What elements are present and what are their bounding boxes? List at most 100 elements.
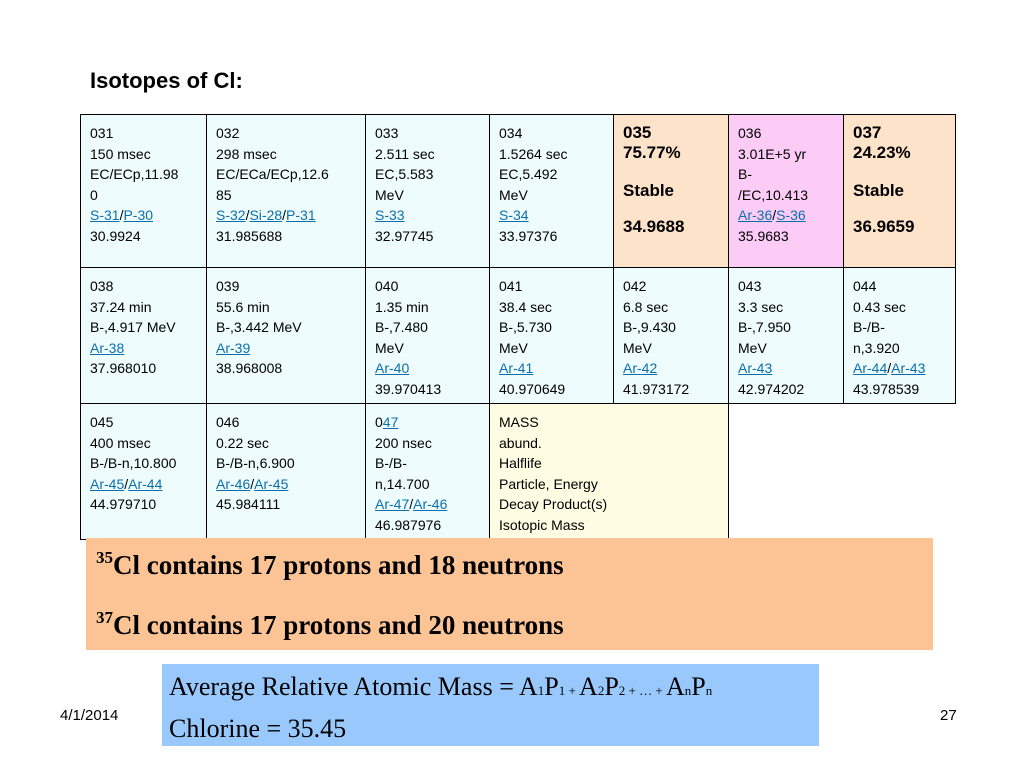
term-op: + xyxy=(565,683,580,698)
product-link[interactable]: Ar-44 xyxy=(853,360,888,376)
halflife: 3.01E+5 yr xyxy=(738,145,807,162)
product-link[interactable]: Si-28 xyxy=(249,207,283,223)
isotope-cell-031: 031 150 msec EC/ECp,11.98 0 S-31/P-30 30… xyxy=(80,114,207,268)
decay-products: Ar-38 xyxy=(90,338,200,359)
term-a: A xyxy=(665,672,685,701)
decay-products: Ar-42 xyxy=(623,358,722,379)
mass-number: 042 xyxy=(623,278,647,294)
term-a: A xyxy=(579,672,598,701)
isotope-cell-037-stable: 037 24.23% Stable 36.9659 xyxy=(843,114,956,268)
decay-mode: EC/ECp,11.98 xyxy=(90,166,179,182)
product-link[interactable]: Ar-36 xyxy=(738,207,773,223)
legend-line: Isotopic Mass xyxy=(499,516,585,533)
halflife: 3.3 sec xyxy=(738,298,784,315)
isotope-table: 031 150 msec EC/ECp,11.98 0 S-31/P-30 30… xyxy=(80,114,956,540)
isotope-cell-045: 045 400 msec B-/B-n,10.800 Ar-45/Ar-44 4… xyxy=(80,403,207,540)
halflife: 38.4 sec xyxy=(499,298,552,315)
decay-mode: B-/B- xyxy=(853,319,885,335)
mass-number: 045 xyxy=(90,414,114,430)
product-link[interactable]: S-36 xyxy=(776,207,806,223)
isotopic-mass: 40.970649 xyxy=(499,380,566,397)
isotope-cell-038: 038 37.24 min B-,4.917 MeV Ar-38 37.9680… xyxy=(80,267,207,404)
halflife: 1.35 min xyxy=(375,298,429,315)
product-link[interactable]: S-31 xyxy=(90,207,120,223)
table-row: 031 150 msec EC/ECp,11.98 0 S-31/P-30 30… xyxy=(80,114,956,268)
term-op: + … + xyxy=(625,683,666,698)
halflife: 150 msec xyxy=(90,145,151,162)
term-p: P xyxy=(544,672,559,701)
product-link[interactable]: Ar-43 xyxy=(891,360,926,376)
product-link[interactable]: S-34 xyxy=(499,207,529,223)
product-link[interactable]: Ar-38 xyxy=(90,339,125,356)
product-link[interactable]: Ar-44 xyxy=(128,475,163,492)
product-link[interactable]: Ar-40 xyxy=(375,360,410,376)
product-link[interactable]: Ar-45 xyxy=(254,475,289,492)
decay-mode: EC,5.583 xyxy=(375,166,434,182)
product-link[interactable]: P-31 xyxy=(286,207,316,223)
formula-box: Average Relative Atomic Mass = A1P1 + A2… xyxy=(162,664,819,746)
decay-mode-cont: 85 xyxy=(216,186,232,203)
mass-number: 033 xyxy=(375,125,399,141)
slide-date: 4/1/2014 xyxy=(60,707,119,724)
isotopic-mass: 41.973172 xyxy=(623,380,690,397)
mass-number: 036 xyxy=(738,125,762,141)
isotope-cell-043: 043 3.3 sec B-,7.950 MeV Ar-43 42.974202 xyxy=(728,267,844,404)
mass-superscript: 37 xyxy=(96,608,113,627)
halflife: 0.43 sec xyxy=(853,298,906,315)
decay-mode-cont: MeV xyxy=(738,339,767,356)
mass-link[interactable]: 47 xyxy=(382,414,399,430)
product-link[interactable]: Ar-42 xyxy=(623,360,658,376)
isotopic-mass: 38.968008 xyxy=(216,360,283,376)
product-link[interactable]: Ar-47 xyxy=(375,496,410,512)
isotopic-mass: 44.979710 xyxy=(90,496,157,512)
decay-mode: B-,7.480 xyxy=(375,319,428,335)
mass-prefix: 0 xyxy=(375,414,383,430)
decay-mode: B-/B- xyxy=(375,455,407,471)
product-link[interactable]: Ar-43 xyxy=(738,360,773,376)
decay-products: S-31/P-30 xyxy=(90,207,154,223)
decay-products: S-32/Si-28/P-31 xyxy=(216,207,316,223)
product-link[interactable]: Ar-46 xyxy=(216,475,251,492)
isotopic-mass: 46.987976 xyxy=(375,516,442,533)
term-p-sub: 1 xyxy=(558,683,566,698)
mass-number: 043 xyxy=(738,278,762,294)
product-link[interactable]: S-32 xyxy=(216,207,246,223)
isotopic-mass: 34.9688 xyxy=(623,217,685,236)
isotope-cell-042: 042 6.8 sec B-,9.430 MeV Ar-42 41.973172 xyxy=(613,267,729,404)
halflife: 400 msec xyxy=(90,434,151,451)
decay-mode-cont: MeV xyxy=(623,339,652,356)
decay-products: S-33 xyxy=(375,205,483,226)
table-row: 038 37.24 min B-,4.917 MeV Ar-38 37.9680… xyxy=(80,267,956,404)
product-link[interactable]: Ar-45 xyxy=(90,475,125,492)
product-link[interactable]: Ar-46 xyxy=(413,496,448,512)
isotopic-mass: 39.970413 xyxy=(375,380,442,397)
isotopic-mass: 35.9683 xyxy=(738,227,789,244)
halflife: 6.8 sec xyxy=(623,298,669,315)
decay-products: Ar-44/Ar-43 xyxy=(853,360,926,376)
fact-text: Cl contains 17 protons and 20 neutrons xyxy=(113,610,564,640)
legend-line: Particle, Energy xyxy=(499,475,598,492)
mass-number: 046 xyxy=(216,414,240,430)
term-p: P xyxy=(604,672,619,701)
isotope-cell-041: 041 38.4 sec B-,5.730 MeV Ar-41 40.97064… xyxy=(489,267,614,404)
product-link[interactable]: Ar-41 xyxy=(499,360,534,376)
mass-number: 031 xyxy=(90,125,114,141)
mass-number: 044 xyxy=(853,278,877,294)
product-link[interactable]: Ar-39 xyxy=(216,339,251,356)
decay-mode-cont: MeV xyxy=(375,339,404,356)
mass-number: 034 xyxy=(499,125,523,141)
table-row: 045 400 msec B-/B-n,10.800 Ar-45/Ar-44 4… xyxy=(80,403,956,540)
isotopic-mass: 33.97376 xyxy=(499,227,558,244)
mass-number: 039 xyxy=(216,278,240,294)
decay-mode: B- xyxy=(738,166,752,182)
isotopic-mass: 31.985688 xyxy=(216,227,283,244)
term-a-sub: 2 xyxy=(597,683,605,698)
abundance: 75.77% xyxy=(623,143,681,162)
decay-products: Ar-39 xyxy=(216,338,359,359)
isotope-cell-034: 034 1.5264 sec EC,5.492 MeV S-34 33.9737… xyxy=(489,114,614,268)
legend-line: Decay Product(s) xyxy=(499,496,608,512)
product-link[interactable]: S-33 xyxy=(375,207,405,223)
fact-line-cl35: 35Cl contains 17 protons and 18 neutrons xyxy=(96,548,564,581)
product-link[interactable]: P-30 xyxy=(123,207,154,223)
mass-number: 037 xyxy=(853,123,882,142)
